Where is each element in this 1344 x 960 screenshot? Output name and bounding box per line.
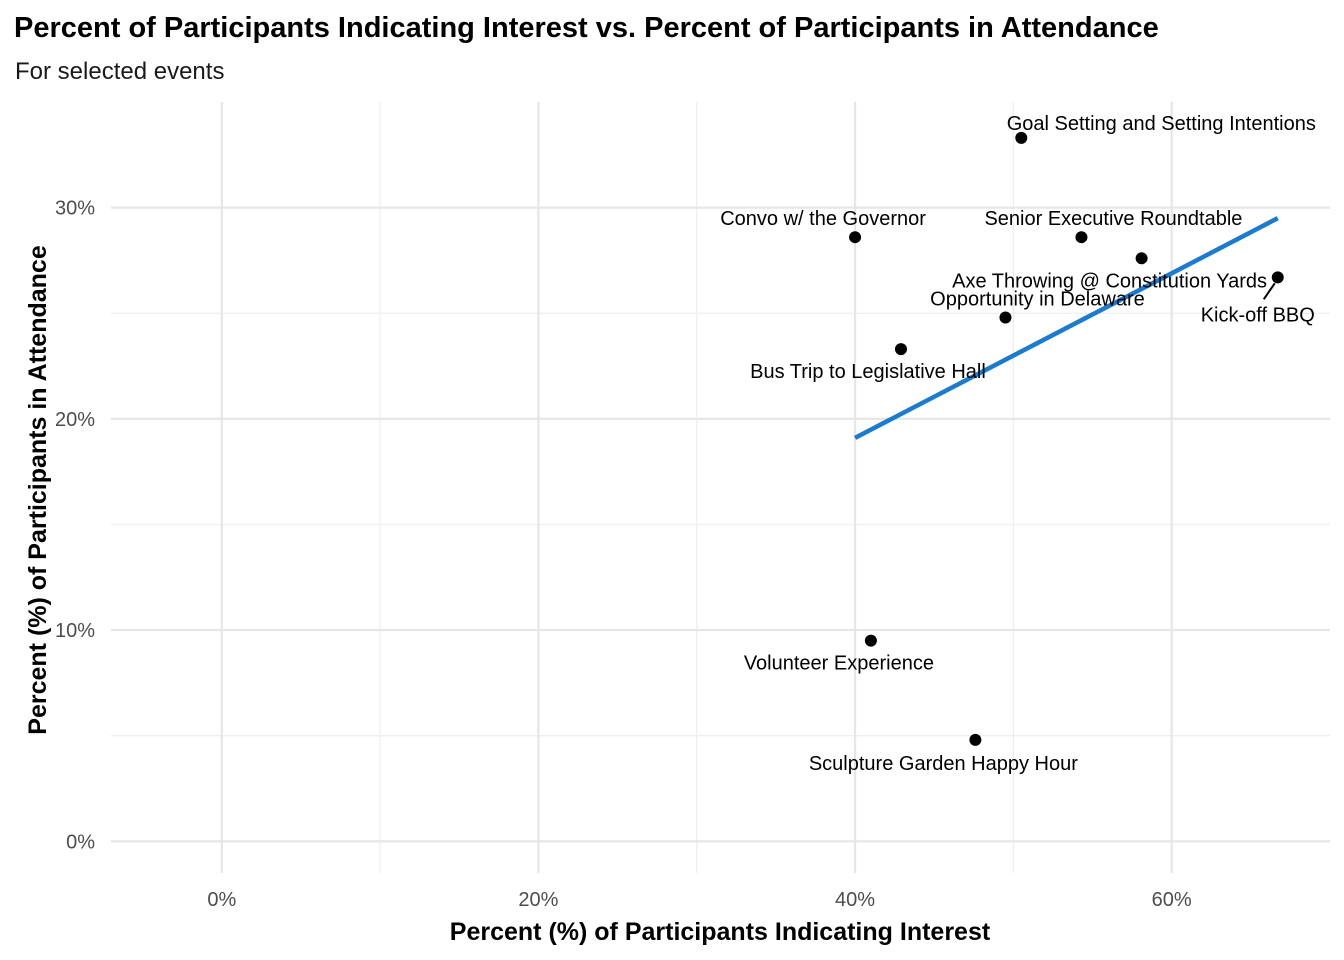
data-point	[849, 231, 862, 244]
y-axis-title: Percent (%) of Participants in Attendanc…	[24, 245, 52, 735]
minor-gridlines	[111, 102, 1330, 873]
y-tick-label: 30%	[55, 198, 95, 220]
y-tick-labels: 0% 10% 20% 30%	[55, 198, 95, 854]
point-label: Bus Trip to Legislative Hall	[750, 361, 986, 383]
data-point	[864, 634, 877, 647]
chart-title: Percent of Participants Indicating Inter…	[14, 12, 1159, 44]
x-tick-label: 60%	[1152, 889, 1192, 911]
point-label: Senior Executive Roundtable	[984, 208, 1242, 230]
x-tick-label: 0%	[207, 889, 236, 911]
major-gridlines	[111, 102, 1330, 873]
y-tick-label: 10%	[55, 620, 95, 642]
label-leader-line	[1262, 282, 1276, 300]
x-tick-labels: 0% 20% 40% 60%	[207, 889, 1192, 911]
y-tick-label: 20%	[55, 409, 95, 431]
x-tick-label: 40%	[835, 889, 875, 911]
x-axis-title: Percent (%) of Participants Indicating I…	[450, 918, 991, 946]
data-point	[1135, 252, 1148, 265]
data-point	[969, 733, 982, 746]
point-label: Kick-off BBQ	[1201, 304, 1315, 326]
data-point	[1015, 131, 1028, 144]
data-points	[849, 131, 1284, 746]
chart-subtitle: For selected events	[15, 58, 225, 85]
trend-line-group	[854, 216, 1279, 440]
point-label: Volunteer Experience	[744, 653, 934, 675]
data-point	[1075, 231, 1088, 244]
point-label: Axe Throwing @ Constitution Yards	[952, 270, 1267, 292]
point-label: Goal Setting and Setting Intentions	[1007, 113, 1316, 135]
y-tick-label: 0%	[66, 831, 95, 853]
point-labels: Goal Setting and Setting Intentions Convo…	[720, 113, 1316, 775]
data-point	[999, 311, 1012, 324]
data-point	[894, 343, 907, 356]
point-label: Convo w/ the Governor	[720, 208, 926, 230]
x-tick-label: 20%	[518, 889, 558, 911]
point-label: Opportunity in Delaware	[930, 288, 1145, 310]
trend-line	[854, 216, 1279, 440]
data-point	[1271, 271, 1284, 284]
point-label: Sculpture Garden Happy Hour	[809, 753, 1078, 775]
